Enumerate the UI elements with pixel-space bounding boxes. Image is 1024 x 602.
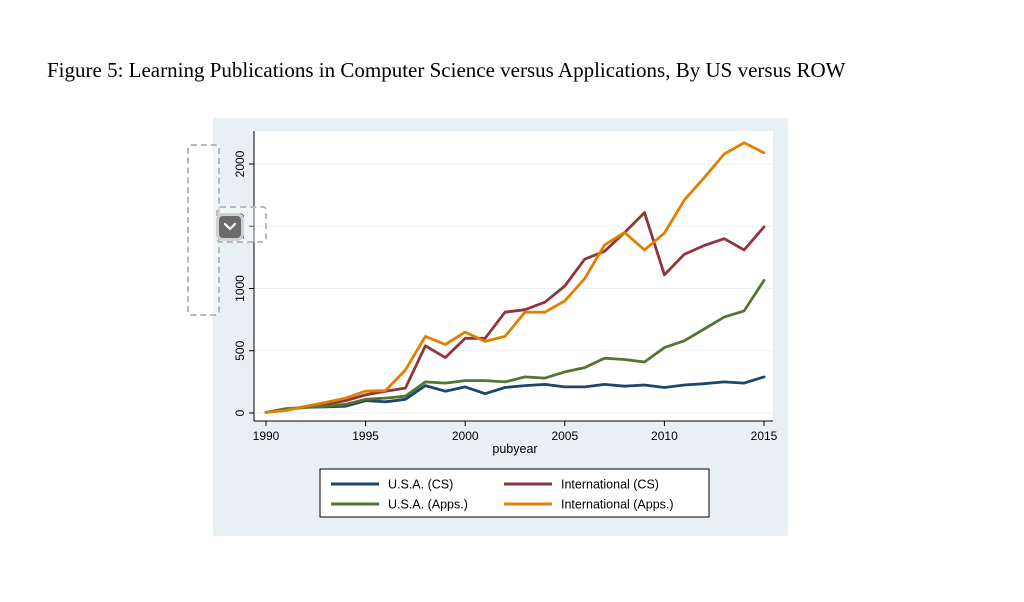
line-chart: 0500100015002000199019952000200520102015… [233, 131, 778, 518]
series-line [264, 375, 766, 414]
x-tick-label: 2005 [551, 429, 578, 443]
legend-label: U.S.A. (Apps.) [388, 498, 468, 512]
legend-label: International (CS) [561, 478, 659, 492]
x-tick-label: 1995 [352, 429, 379, 443]
figure-title: Figure 5: Learning Publications in Compu… [47, 58, 846, 82]
series-line [264, 141, 766, 414]
y-tick-label: 1000 [233, 275, 247, 302]
legend-box [319, 468, 710, 518]
y-tick-label: 0 [233, 409, 247, 416]
x-tick-label: 1990 [253, 429, 280, 443]
x-axis-label: pubyear [492, 442, 537, 456]
y-tick-label: 500 [233, 340, 247, 360]
x-tick-label: 2000 [452, 429, 479, 443]
series-line [264, 278, 766, 414]
plot-area [254, 131, 773, 421]
chevron-down-icon [223, 222, 237, 231]
x-tick-label: 2010 [651, 429, 678, 443]
dropdown-button[interactable] [219, 216, 241, 238]
y-tick-label: 2000 [233, 150, 247, 177]
x-tick-label: 2015 [751, 429, 778, 443]
legend-label: U.S.A. (CS) [388, 478, 453, 492]
legend-label: International (Apps.) [561, 498, 674, 512]
chart-panel: 0500100015002000199019952000200520102015… [213, 118, 788, 536]
series-line [264, 211, 766, 414]
legend: U.S.A. (CS) International (CS) U.S.A. (App… [319, 468, 710, 518]
